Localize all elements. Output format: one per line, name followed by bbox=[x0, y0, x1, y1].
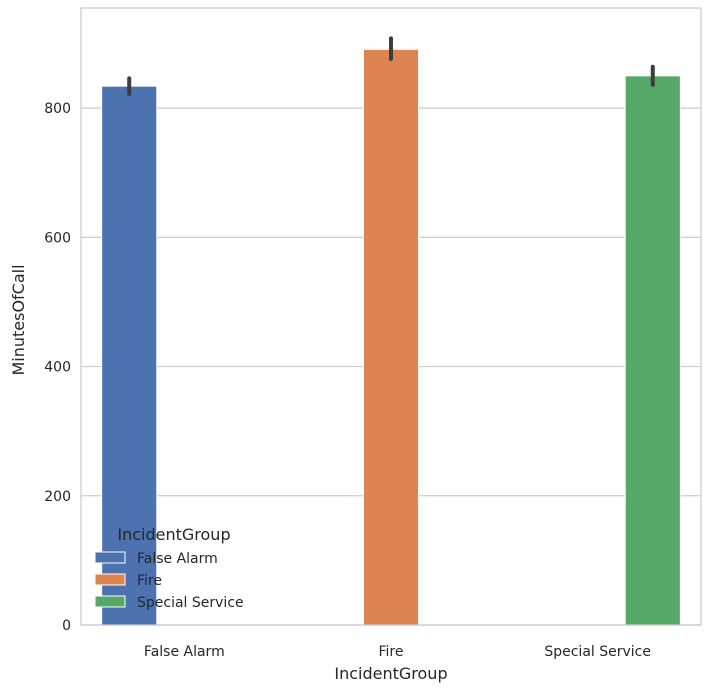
bar-special-service bbox=[624, 75, 681, 626]
legend-swatch bbox=[94, 595, 126, 608]
y-tick-labels: 0 200 400 600 800 bbox=[44, 101, 71, 634]
y-tick-label: 800 bbox=[44, 101, 71, 117]
bar-fire bbox=[362, 48, 420, 626]
plot-frame bbox=[80, 7, 702, 626]
x-tick-label: Fire bbox=[379, 644, 404, 660]
y-tick-label: 200 bbox=[44, 489, 71, 505]
y-tick-label: 400 bbox=[44, 360, 71, 376]
y-tick-label: 0 bbox=[62, 618, 71, 634]
legend-label: Special Service bbox=[137, 595, 244, 611]
legend: IncidentGroup False Alarm Fire Special Ser… bbox=[94, 525, 244, 611]
x-axis-title: IncidentGroup bbox=[334, 664, 447, 683]
legend-swatch bbox=[94, 551, 126, 564]
legend-title: IncidentGroup bbox=[117, 525, 230, 544]
y-tick-label: 600 bbox=[44, 230, 71, 246]
x-tick-label: False Alarm bbox=[144, 644, 225, 660]
bars bbox=[101, 48, 681, 626]
legend-label: False Alarm bbox=[137, 551, 218, 567]
bar-false-alarm bbox=[101, 85, 158, 626]
legend-label: Fire bbox=[137, 573, 162, 589]
x-tick-label: Special Service bbox=[544, 644, 651, 660]
error-bars bbox=[127, 36, 655, 96]
y-axis-title: MinutesOfCall bbox=[9, 264, 28, 375]
x-tick-labels: False Alarm Fire Special Service bbox=[144, 644, 651, 660]
legend-swatch bbox=[94, 573, 126, 586]
